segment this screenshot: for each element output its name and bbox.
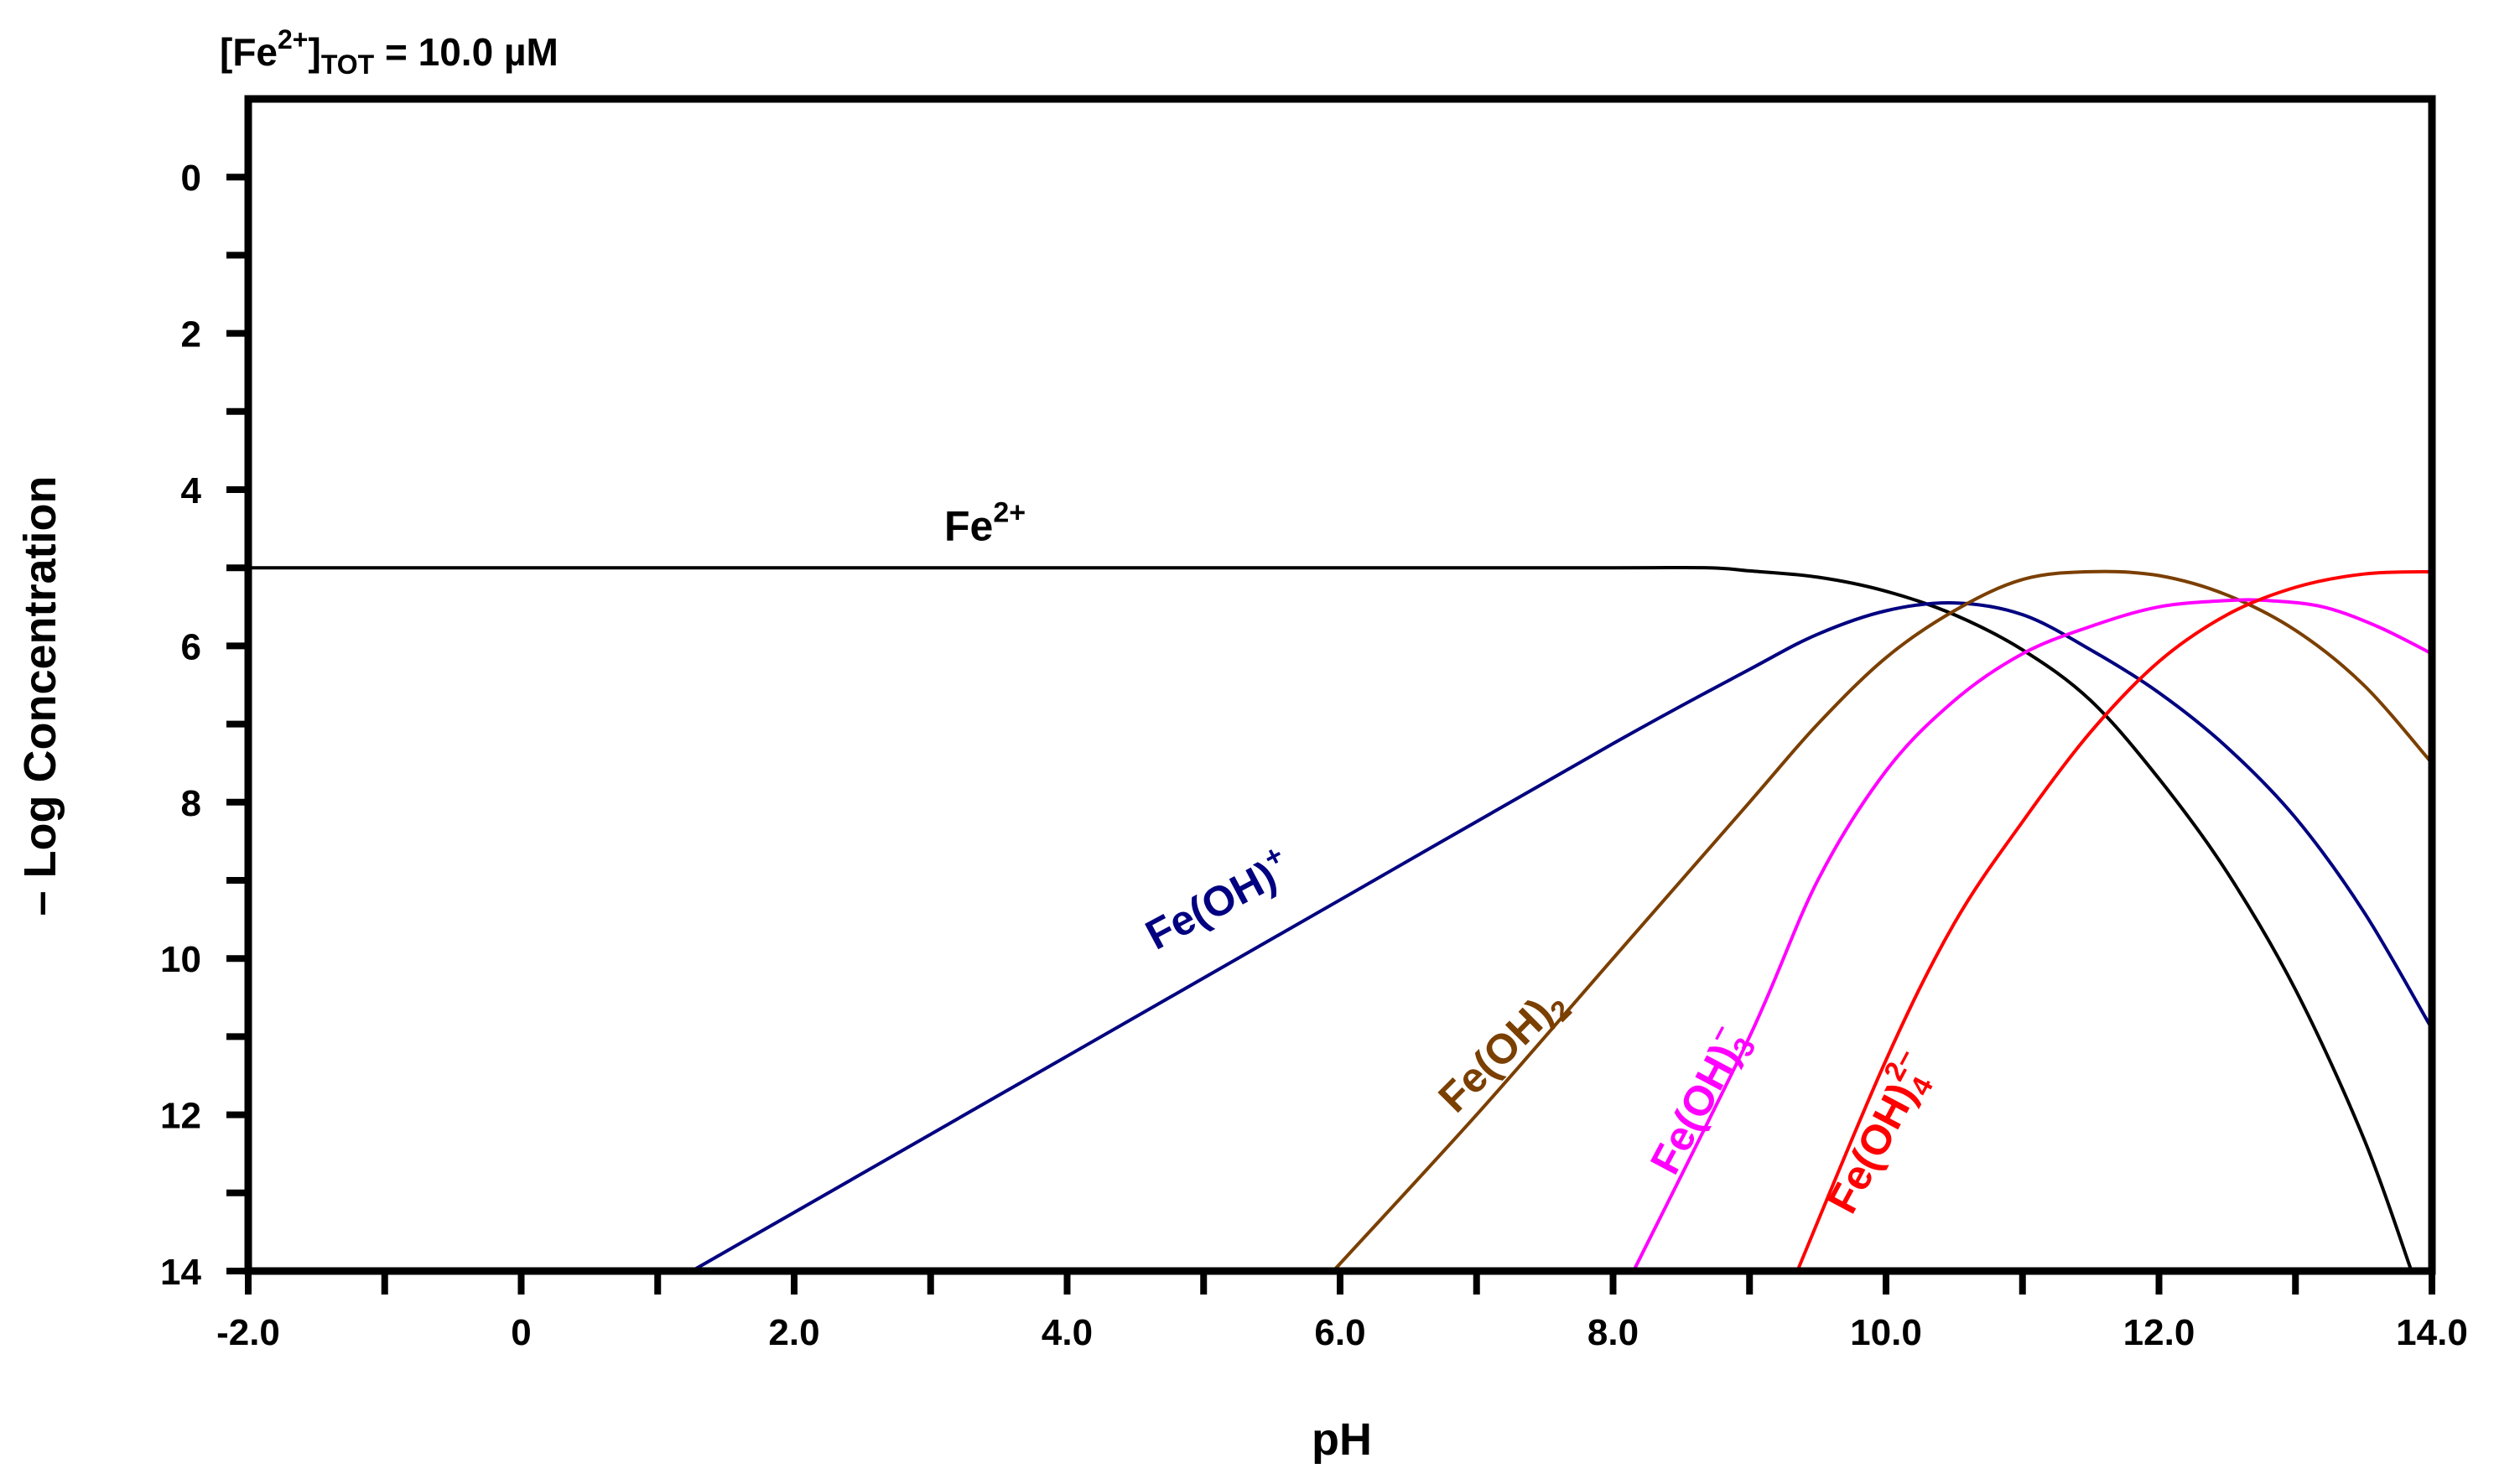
x-tick-label: 6.0 xyxy=(1314,1312,1365,1353)
y-axis-ticks: 0 2 4 6 8 10 12 14 xyxy=(160,158,248,1293)
label-feoh: Fe(OH)+ xyxy=(1135,838,1298,958)
x-tick-label: 2.0 xyxy=(768,1312,819,1353)
label-feoh3-base: Fe(OH) xyxy=(1641,1036,1748,1181)
y-tick-label: 6 xyxy=(181,626,201,667)
annotation-layer: Fe2+ Fe(OH)+ Fe(OH)2 Fe(OH)3– Fe(OH)42– xyxy=(944,497,1948,1224)
y-axis-title: – Log Concentration xyxy=(15,476,65,916)
label-feoh3: Fe(OH)3– xyxy=(1634,1018,1763,1185)
series-line-feoh3 xyxy=(1632,598,2433,1272)
x-tick-label: 10.0 xyxy=(1850,1312,1922,1353)
label-feoh2-base: Fe(OH) xyxy=(1430,989,1561,1121)
label-feoh2: Fe(OH)2 xyxy=(1430,978,1578,1127)
series-line-feoh2 xyxy=(1332,569,2434,1273)
y-tick-label: 8 xyxy=(181,783,201,824)
x-axis-ticks: -2.0 0 2.0 4.0 6.0 8.0 10.0 12.0 14.0 xyxy=(216,1271,2468,1353)
y-tick-label: 12 xyxy=(160,1096,201,1137)
x-tick-label: 14.0 xyxy=(2396,1312,2468,1353)
label-fe2: Fe2+ xyxy=(944,497,1026,550)
y-tick-label: 0 xyxy=(181,158,201,199)
label-fe2-base: Fe xyxy=(944,503,993,550)
title-sup: 2+ xyxy=(278,24,308,54)
title-rest: = 10.0 µM xyxy=(374,30,559,74)
y-tick-label: 2 xyxy=(181,314,201,355)
label-feoh-base: Fe(OH) xyxy=(1138,852,1283,959)
label-feoh4: Fe(OH)42– xyxy=(1812,1043,1948,1224)
series-line-feoh4 xyxy=(1795,569,2433,1272)
x-tick-label: 8.0 xyxy=(1587,1312,1639,1353)
title-sub: TOT xyxy=(321,49,375,80)
x-axis-title: pH xyxy=(1312,1414,1372,1465)
y-tick-label: 4 xyxy=(181,470,202,511)
label-fe2-sup: 2+ xyxy=(993,497,1026,529)
chart-title: [Fe2+]TOT = 10.0 µM xyxy=(220,24,559,80)
x-tick-label: -2.0 xyxy=(216,1312,280,1353)
plot-frame xyxy=(244,95,2436,1275)
x-tick-label: 4.0 xyxy=(1042,1312,1093,1353)
series-line-fe2 xyxy=(248,565,2413,1272)
y-tick-label: 10 xyxy=(160,939,201,980)
y-tick-label: 14 xyxy=(160,1252,201,1293)
series-line-feoh xyxy=(690,601,2434,1273)
title-base: [Fe xyxy=(220,30,278,74)
x-tick-label: 12.0 xyxy=(2123,1312,2195,1353)
title-close: ] xyxy=(308,30,320,74)
label-feoh4-base: Fe(OH) xyxy=(1819,1075,1926,1220)
x-tick-label: 0 xyxy=(511,1312,531,1353)
series-layer xyxy=(248,565,2434,1273)
